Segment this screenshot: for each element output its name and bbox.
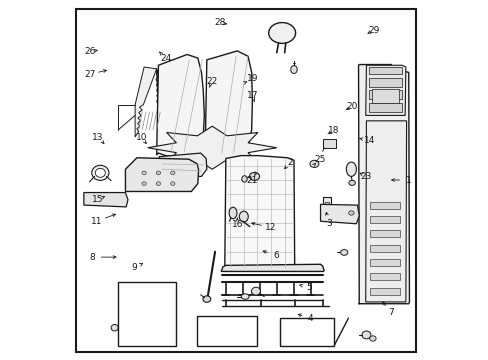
Text: 4: 4 (307, 314, 313, 323)
Polygon shape (147, 126, 276, 169)
Bar (369, 230, 400, 237)
Text: 13: 13 (92, 133, 104, 142)
Bar (324, 202, 328, 211)
Ellipse shape (156, 171, 160, 175)
Ellipse shape (142, 182, 146, 185)
Ellipse shape (346, 162, 356, 176)
Ellipse shape (143, 321, 150, 326)
Polygon shape (125, 158, 198, 192)
Ellipse shape (145, 328, 157, 342)
Text: 3: 3 (325, 219, 331, 228)
Text: 17: 17 (246, 91, 258, 100)
Text: 12: 12 (264, 223, 275, 232)
Ellipse shape (268, 23, 295, 43)
Bar (371, 89, 398, 103)
Bar (369, 288, 400, 295)
Ellipse shape (142, 171, 146, 175)
Text: 2: 2 (287, 158, 293, 167)
Text: 14: 14 (363, 136, 374, 145)
Text: 22: 22 (205, 77, 217, 86)
Text: 9: 9 (131, 264, 137, 273)
Polygon shape (204, 51, 252, 158)
Ellipse shape (348, 180, 355, 185)
Bar (118, 282, 176, 346)
Ellipse shape (156, 182, 160, 185)
Bar (322, 139, 336, 148)
Polygon shape (365, 121, 406, 302)
Text: 6: 6 (273, 251, 278, 260)
Text: 24: 24 (161, 54, 172, 63)
Ellipse shape (95, 168, 105, 177)
Bar (369, 216, 400, 223)
Ellipse shape (340, 249, 347, 255)
Bar (197, 316, 257, 346)
Bar (368, 90, 401, 99)
Text: 28: 28 (214, 18, 225, 27)
Ellipse shape (170, 182, 175, 185)
Text: 20: 20 (346, 102, 357, 111)
Text: 10: 10 (135, 133, 147, 142)
Ellipse shape (111, 324, 118, 331)
Bar (369, 273, 400, 280)
Text: 26: 26 (84, 47, 95, 56)
Ellipse shape (251, 287, 260, 295)
Polygon shape (365, 65, 405, 116)
Polygon shape (159, 153, 206, 176)
Ellipse shape (249, 172, 259, 180)
Ellipse shape (290, 66, 297, 73)
Text: 1: 1 (405, 176, 411, 185)
Text: 29: 29 (368, 26, 379, 35)
Ellipse shape (133, 326, 141, 333)
Text: 5: 5 (305, 283, 311, 292)
Ellipse shape (126, 330, 137, 340)
Polygon shape (221, 264, 324, 271)
Text: 15: 15 (92, 195, 103, 204)
Text: 27: 27 (84, 70, 95, 79)
Polygon shape (320, 204, 359, 224)
Ellipse shape (369, 336, 375, 341)
Bar (280, 318, 333, 346)
Ellipse shape (241, 176, 247, 182)
Bar (368, 103, 401, 112)
Ellipse shape (92, 165, 109, 180)
Text: 7: 7 (388, 308, 394, 317)
Text: 23: 23 (360, 172, 371, 181)
Ellipse shape (241, 294, 249, 299)
Bar (368, 67, 401, 74)
Polygon shape (156, 54, 204, 157)
Bar (369, 244, 400, 252)
Ellipse shape (170, 171, 175, 175)
Bar (369, 259, 400, 266)
Text: 18: 18 (327, 126, 339, 135)
Ellipse shape (228, 207, 237, 219)
Polygon shape (224, 156, 294, 269)
Ellipse shape (239, 211, 248, 222)
Bar (323, 197, 330, 214)
Bar (368, 78, 401, 87)
Text: 25: 25 (313, 155, 325, 164)
Polygon shape (83, 193, 128, 207)
Text: 8: 8 (89, 253, 95, 262)
Text: 11: 11 (91, 217, 102, 226)
Bar (369, 202, 400, 209)
Ellipse shape (227, 333, 235, 339)
Text: 16: 16 (231, 220, 243, 229)
Text: 19: 19 (246, 75, 258, 84)
Ellipse shape (348, 211, 353, 215)
Ellipse shape (203, 296, 210, 302)
Polygon shape (358, 64, 408, 304)
Ellipse shape (361, 331, 370, 339)
Text: 21: 21 (245, 176, 257, 185)
Polygon shape (135, 67, 159, 137)
Ellipse shape (151, 314, 160, 322)
Ellipse shape (309, 160, 318, 167)
